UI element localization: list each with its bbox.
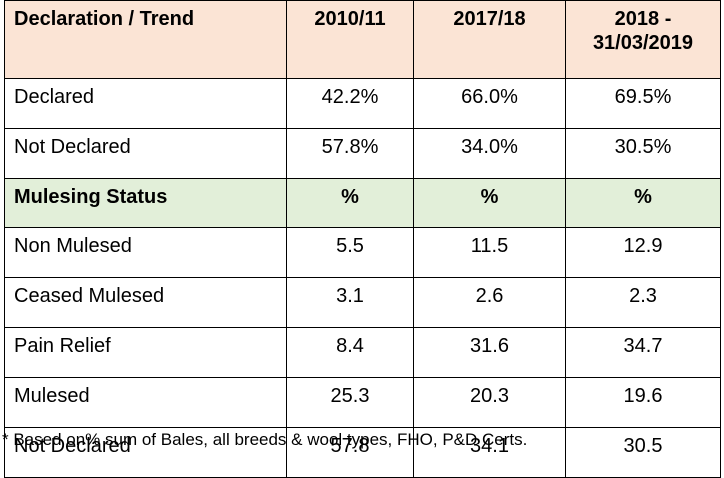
header-col3-line2: 31/03/2019: [592, 32, 694, 54]
cell-value: 2.3: [565, 277, 721, 328]
table-row: Not Declared 57.8% 34.0% 30.5%: [4, 128, 721, 179]
table-row: Non Mulesed 5.5 11.5 12.9: [4, 227, 721, 278]
subheader-label: Mulesing Status: [4, 178, 287, 228]
cell-value: 19.6: [565, 377, 721, 428]
header-label: Declaration / Trend: [4, 0, 287, 79]
row-label: Not Declared: [4, 128, 287, 179]
cell-value: 5.5: [286, 227, 414, 278]
table-row: Declared 42.2% 66.0% 69.5%: [4, 78, 721, 129]
cell-value: 42.2%: [286, 78, 414, 129]
cell-value: 66.0%: [413, 78, 566, 129]
subheader-unit: %: [286, 178, 414, 228]
subheader-unit: %: [413, 178, 566, 228]
cell-value: 69.5%: [565, 78, 721, 129]
mulesing-subheader-row: Mulesing Status % % %: [4, 178, 721, 228]
cell-value: 34.7: [565, 327, 721, 378]
cell-value: 25.3: [286, 377, 414, 428]
footnote: * Based on% sum of Bales, all breeds & w…: [2, 430, 528, 449]
subheader-unit: %: [565, 178, 721, 228]
cell-value: 8.4: [286, 327, 414, 378]
table-row: Pain Relief 8.4 31.6 34.7: [4, 327, 721, 378]
table-row: Ceased Mulesed 3.1 2.6 2.3: [4, 277, 721, 328]
header-col-2018-2019: 2018 - 31/03/2019: [565, 0, 721, 79]
header-col-2017-18: 2017/18: [413, 0, 566, 79]
header-col3-line1: 2018 -: [614, 8, 672, 30]
table-row: Mulesed 25.3 20.3 19.6: [4, 377, 721, 428]
header-col-2010-11: 2010/11: [286, 0, 414, 79]
mulesing-declaration-table: Declaration / Trend 2010/11 2017/18 2018…: [4, 0, 721, 478]
row-label: Non Mulesed: [4, 227, 287, 278]
row-label: Mulesed: [4, 377, 287, 428]
cell-value: 12.9: [565, 227, 721, 278]
cell-value: 11.5: [413, 227, 566, 278]
table-header-row: Declaration / Trend 2010/11 2017/18 2018…: [4, 0, 721, 79]
row-label: Declared: [4, 78, 287, 129]
cell-value: 34.0%: [413, 128, 566, 179]
cell-value: 20.3: [413, 377, 566, 428]
cell-value: 57.8%: [286, 128, 414, 179]
cell-value: 31.6: [413, 327, 566, 378]
cell-value: 3.1: [286, 277, 414, 328]
row-label: Pain Relief: [4, 327, 287, 378]
cell-value: 30.5%: [565, 128, 721, 179]
cell-value: 2.6: [413, 277, 566, 328]
row-label: Ceased Mulesed: [4, 277, 287, 328]
